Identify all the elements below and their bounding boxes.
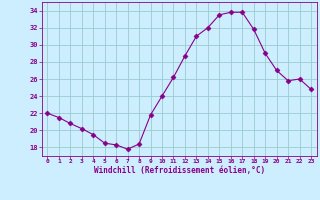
- X-axis label: Windchill (Refroidissement éolien,°C): Windchill (Refroidissement éolien,°C): [94, 166, 265, 175]
